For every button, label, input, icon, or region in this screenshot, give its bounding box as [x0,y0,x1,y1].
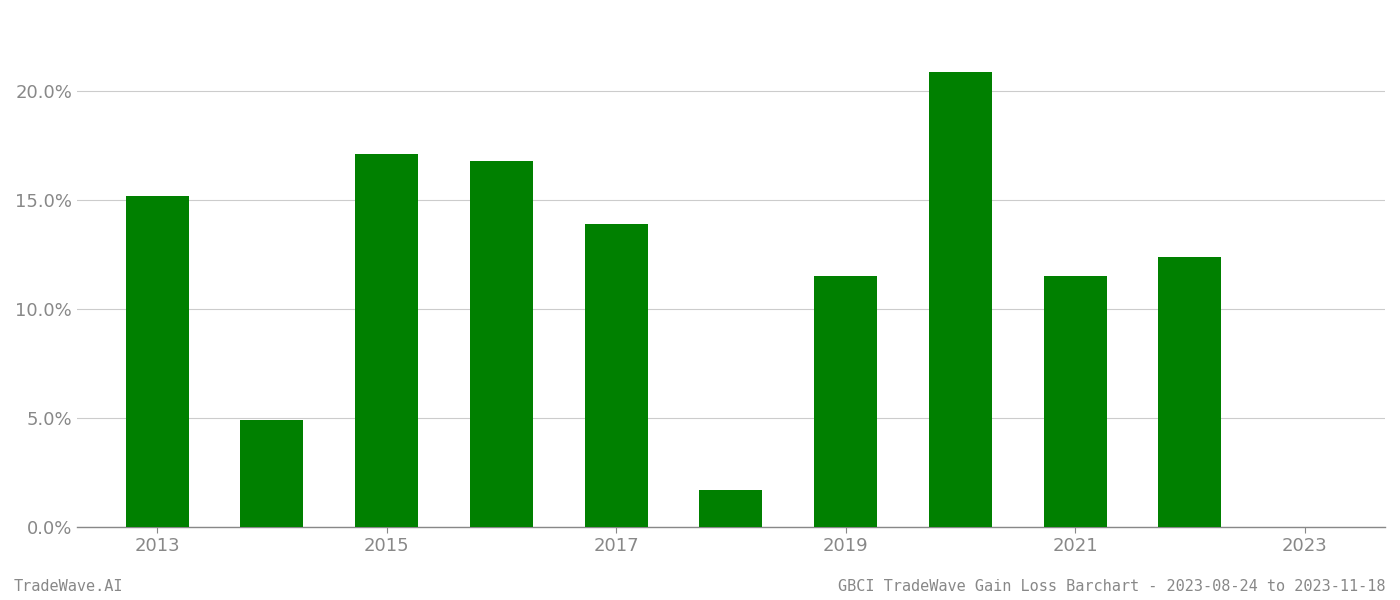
Text: TradeWave.AI: TradeWave.AI [14,579,123,594]
Bar [585,224,648,527]
Bar [815,276,878,527]
Bar [1043,276,1107,527]
Bar [470,161,533,527]
Bar [241,420,304,527]
Text: GBCI TradeWave Gain Loss Barchart - 2023-08-24 to 2023-11-18: GBCI TradeWave Gain Loss Barchart - 2023… [839,579,1386,594]
Bar [356,154,419,527]
Bar [700,490,763,527]
Bar [126,196,189,527]
Bar [928,71,993,527]
Bar [1158,257,1221,527]
